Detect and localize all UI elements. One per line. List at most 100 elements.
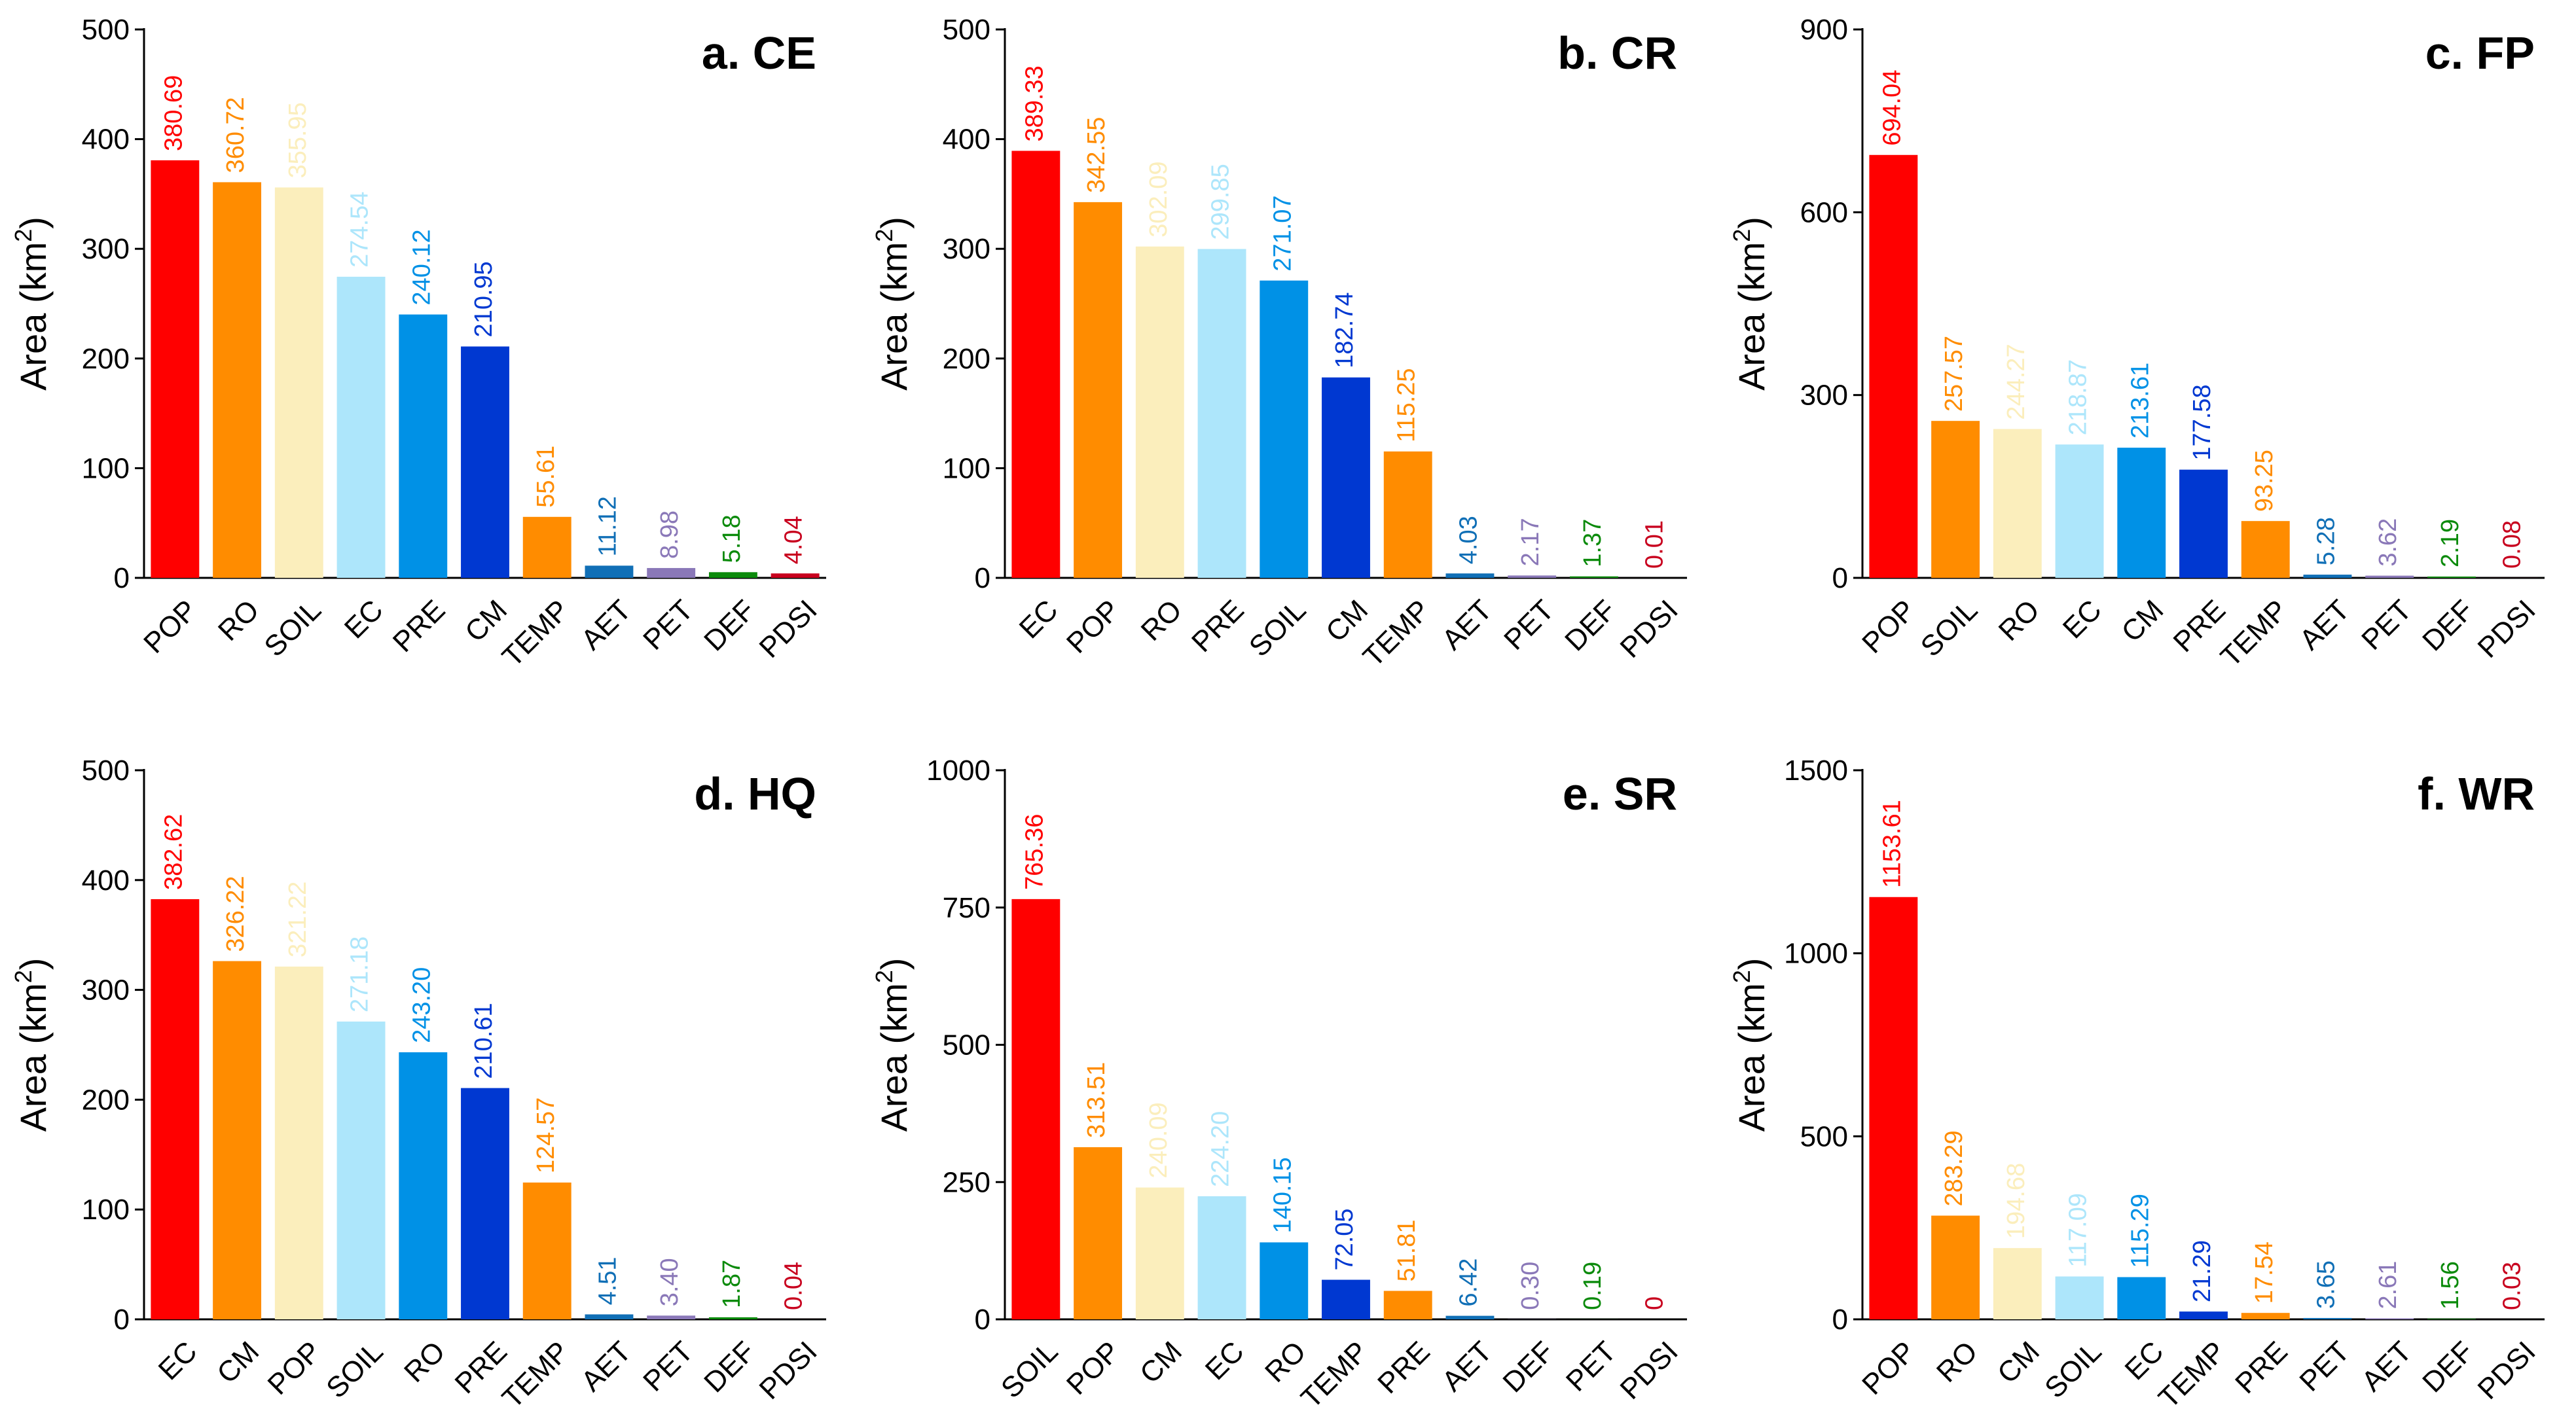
bar-value-label: 283.29 <box>1940 1130 1968 1206</box>
bar-value-label: 1153.61 <box>1878 800 1906 888</box>
bar-value-label: 21.29 <box>2188 1240 2216 1302</box>
y-axis-label-main: Area (km <box>873 242 915 391</box>
bar-value-label: 274.54 <box>346 192 374 268</box>
y-tick-label: 400 <box>82 124 130 156</box>
panel-title: c. FP <box>2425 27 2535 79</box>
y-tick-label: 500 <box>943 1029 990 1061</box>
bar-ro <box>1260 1242 1309 1319</box>
bar-soil <box>274 187 323 578</box>
bar-value-label: 8.98 <box>656 510 683 559</box>
bar-pop <box>1869 897 1918 1319</box>
y-tick-label: 0 <box>975 1304 990 1336</box>
bar-temp <box>1383 451 1432 578</box>
y-tick-label: 500 <box>943 14 990 46</box>
bar-value-label: 182.74 <box>1331 292 1358 368</box>
y-axis-label-close: ) <box>873 958 915 971</box>
bar-value-label: 1.56 <box>2437 1261 2464 1310</box>
bar-value-label: 355.95 <box>284 102 312 178</box>
bar-def <box>708 572 757 578</box>
bar-value-label: 115.29 <box>2126 1194 2154 1268</box>
bar-cm <box>1993 1248 2042 1319</box>
bar-value-label: 1.87 <box>718 1260 746 1308</box>
y-tick-label: 500 <box>1800 1120 1848 1152</box>
bar-value-label: 0.01 <box>1641 520 1669 569</box>
bar-value-label: 243.20 <box>408 967 435 1043</box>
y-axis-label: Area (km2) <box>871 217 915 391</box>
y-axis-label-main: Area (km <box>12 983 54 1132</box>
y-axis-label-superscript: 2 <box>10 970 37 983</box>
bar-soil <box>1260 280 1309 578</box>
y-axis-label-superscript: 2 <box>10 229 37 242</box>
bar-pre <box>2241 1313 2290 1319</box>
bar-pre <box>1383 1291 1432 1319</box>
bar-pop <box>1869 154 1918 579</box>
y-tick-label: 200 <box>82 343 130 375</box>
y-axis-label-close: ) <box>12 217 54 229</box>
y-axis-label-superscript: 2 <box>871 970 898 983</box>
y-tick-label: 100 <box>82 452 130 484</box>
bar-cm <box>213 961 262 1319</box>
y-tick-label: 0 <box>114 562 130 594</box>
bar-pre <box>2179 469 2228 578</box>
bar-pet <box>2365 575 2414 578</box>
bar-value-label: 210.95 <box>470 261 498 337</box>
bar-pet <box>2303 1317 2352 1319</box>
bar-ro <box>399 1052 448 1319</box>
bar-cm <box>1135 1187 1184 1319</box>
bar-value-label: 4.51 <box>594 1257 621 1305</box>
bar-def <box>2427 576 2476 578</box>
y-axis-label-close: ) <box>1731 958 1772 971</box>
bar-value-label: 0.08 <box>2499 520 2526 569</box>
panel-title: e. SR <box>1563 768 1677 819</box>
bar-value-label: 2.17 <box>1517 518 1544 566</box>
bar-value-label: 389.33 <box>1021 65 1048 141</box>
bar-value-label: 326.22 <box>222 876 249 952</box>
y-axis-label-main: Area (km <box>12 242 54 391</box>
bar-temp <box>522 516 571 578</box>
bar-soil <box>1011 899 1061 1319</box>
y-tick-label: 300 <box>1800 380 1848 412</box>
panel-title: f. WR <box>2418 768 2535 819</box>
y-tick-label: 300 <box>82 233 130 265</box>
bar-def <box>708 1317 757 1319</box>
y-tick-label: 250 <box>943 1166 990 1198</box>
bar-pop <box>1074 202 1123 578</box>
bar-value-label: 3.65 <box>2312 1260 2340 1309</box>
bar-value-label: 1.37 <box>1579 519 1606 567</box>
bar-temp <box>2241 521 2290 578</box>
bar-value-label: 360.72 <box>222 97 249 173</box>
y-tick-label: 0 <box>114 1304 130 1336</box>
bar-value-label: 271.18 <box>346 936 374 1012</box>
bar-ec <box>2117 1277 2166 1319</box>
y-tick-label: 100 <box>82 1194 130 1226</box>
y-axis-label-superscript: 2 <box>1728 970 1755 983</box>
bar-soil <box>2055 1276 2104 1319</box>
bar-value-label: 5.28 <box>2312 517 2340 565</box>
y-axis-label-superscript: 2 <box>1728 229 1755 242</box>
bar-value-label: 51.81 <box>1393 1219 1421 1281</box>
bar-value-label: 17.54 <box>2251 1241 2278 1304</box>
bar-value-label: 177.58 <box>2188 384 2216 460</box>
y-axis-label-close: ) <box>873 217 915 229</box>
bar-pop <box>151 160 200 578</box>
y-tick-label: 1500 <box>1784 755 1848 787</box>
y-axis-label-main: Area (km <box>873 983 915 1132</box>
bar-value-label: 342.55 <box>1083 117 1110 193</box>
bar-value-label: 124.57 <box>532 1097 560 1173</box>
panel-title: a. CE <box>702 27 816 79</box>
bar-value-label: 117.09 <box>2065 1193 2092 1267</box>
bar-ro <box>1931 1215 1980 1319</box>
y-tick-label: 500 <box>82 14 130 46</box>
y-axis-label: Area (km2) <box>10 217 54 391</box>
y-axis-label-close: ) <box>1731 217 1772 229</box>
bar-pet <box>647 1315 696 1319</box>
panel-title: b. CR <box>1557 27 1677 79</box>
bar-pdsi <box>771 573 820 578</box>
bar-pet <box>1508 575 1557 578</box>
bar-def <box>1569 576 1618 578</box>
bar-value-label: 93.25 <box>2251 450 2278 512</box>
bar-value-label: 240.09 <box>1145 1102 1172 1178</box>
